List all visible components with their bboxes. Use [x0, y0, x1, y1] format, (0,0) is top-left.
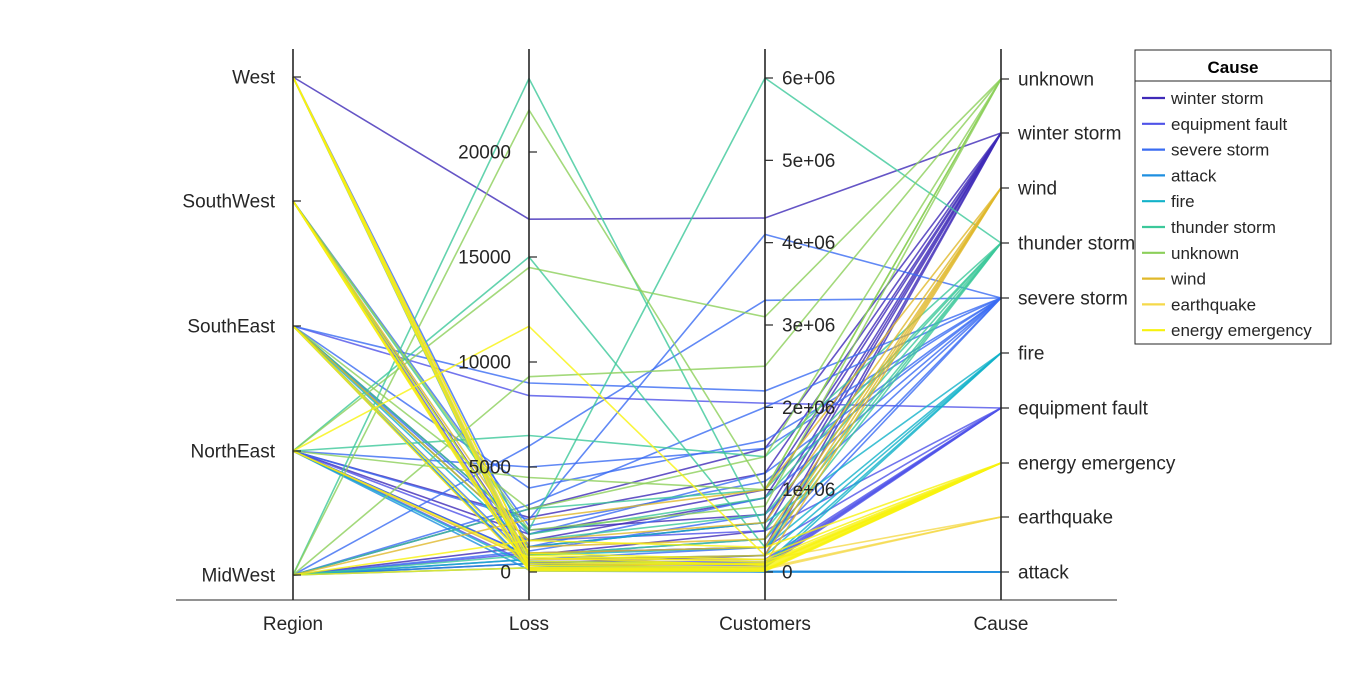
line-energy-emergency-9 — [292, 462, 1002, 576]
axis-name-customers: Customers — [719, 614, 811, 635]
category-label-SouthWest: SouthWest — [182, 192, 275, 213]
line-equipment-fault-7 — [292, 407, 1002, 542]
tick-label-loss: 15000 — [458, 248, 511, 269]
legend-label-fire: fire — [1171, 192, 1195, 211]
tick-label-customers: 4e+06 — [782, 233, 835, 254]
line-wind-5 — [292, 187, 1002, 548]
line-winter-storm-9 — [292, 132, 1002, 536]
legend-label-energy-emergency: energy emergency — [1171, 321, 1312, 340]
chart-legend: Cause winter storm equipment fault severe s… — [1134, 49, 1332, 345]
line-severe-storm-10 — [292, 297, 1002, 468]
tick-label-loss: 20000 — [458, 143, 511, 164]
line-wind-4 — [292, 187, 1002, 576]
line-winter-storm-4 — [292, 132, 1002, 554]
line-fire-2 — [292, 325, 1002, 548]
tick-label-customers: 3e+06 — [782, 316, 835, 337]
legend-label-winter-storm: winter storm — [1170, 89, 1264, 108]
line-wind-3 — [292, 187, 1002, 561]
line-equipment-fault-2 — [292, 76, 1002, 567]
tick-label-loss: 10000 — [458, 353, 511, 374]
tick-label-customers: 6e+06 — [782, 69, 835, 90]
line-severe-storm-8 — [292, 297, 1002, 576]
legend-box — [1134, 49, 1332, 345]
line-energy-emergency-11 — [292, 200, 1002, 563]
category-label-SouthEast: SouthEast — [187, 317, 275, 338]
chart-axes: Region MidWest NorthEast SouthEast SouthWest… — [176, 49, 1176, 635]
line-energy-emergency-3 — [292, 325, 1002, 557]
line-winter-storm-1 — [292, 132, 1002, 519]
axis-name-region: Region — [263, 614, 323, 635]
line-energy-emergency-8 — [292, 325, 1002, 571]
line-energy-emergency-10 — [292, 76, 1002, 566]
line-thunder-storm-1 — [292, 76, 1002, 532]
legend-label-attack: attack — [1171, 166, 1217, 185]
line-severe-storm-5 — [292, 76, 1002, 548]
category-label-energy-emergency: energy emergency — [1018, 454, 1176, 475]
line-unknown-4 — [292, 78, 1002, 491]
legend-title: Cause — [1207, 58, 1258, 77]
legend-label-equipment-fault: equipment fault — [1171, 115, 1288, 134]
category-label-unknown: unknown — [1018, 70, 1094, 91]
line-severe-storm-9 — [292, 200, 1002, 527]
legend-label-earthquake: earthquake — [1171, 295, 1256, 314]
category-label-wind: wind — [1017, 179, 1057, 200]
legend-label-wind: wind — [1170, 270, 1206, 289]
line-unknown-1 — [292, 78, 1002, 452]
category-label-thunder-storm: thunder storm — [1018, 234, 1135, 255]
category-label-NorthEast: NorthEast — [191, 442, 276, 463]
tick-label-customers: 2e+06 — [782, 398, 835, 419]
axis-name-cause: Cause — [974, 614, 1029, 635]
tick-label-customers: 0 — [782, 563, 793, 584]
line-thunder-storm-2 — [292, 242, 1002, 549]
tick-label-loss: 5000 — [469, 458, 511, 479]
category-label-MidWest: MidWest — [201, 566, 275, 587]
category-label-West: West — [232, 68, 276, 89]
line-thunder-storm-6 — [292, 242, 1002, 576]
line-severe-storm-7 — [292, 297, 1002, 489]
tick-label-customers: 5e+06 — [782, 151, 835, 172]
line-unknown-5 — [292, 78, 1002, 531]
line-wind-2 — [292, 187, 1002, 542]
category-label-equipment-fault: equipment fault — [1018, 399, 1149, 420]
category-label-winter-storm: winter storm — [1017, 124, 1121, 145]
tick-label-customers: 1e+06 — [782, 480, 835, 501]
legend-label-severe-storm: severe storm — [1171, 141, 1269, 160]
line-earthquake-2 — [292, 200, 1002, 571]
category-label-earthquake: earthquake — [1018, 508, 1113, 529]
line-severe-storm-4 — [292, 297, 1002, 576]
category-label-fire: fire — [1018, 344, 1044, 365]
axis-name-loss: Loss — [509, 614, 549, 635]
line-energy-emergency-5 — [292, 76, 1002, 561]
tick-label-loss: 0 — [500, 563, 511, 584]
chart-lines — [292, 76, 1002, 576]
line-unknown-2 — [292, 78, 1002, 576]
legend-label-thunder-storm: thunder storm — [1171, 218, 1276, 237]
legend-label-unknown: unknown — [1171, 244, 1239, 263]
line-winter-storm-3 — [292, 76, 1002, 221]
category-label-attack: attack — [1018, 563, 1069, 584]
line-severe-storm-2 — [292, 233, 1002, 521]
category-label-severe-storm: severe storm — [1018, 289, 1128, 310]
line-earthquake-1 — [292, 76, 1002, 561]
